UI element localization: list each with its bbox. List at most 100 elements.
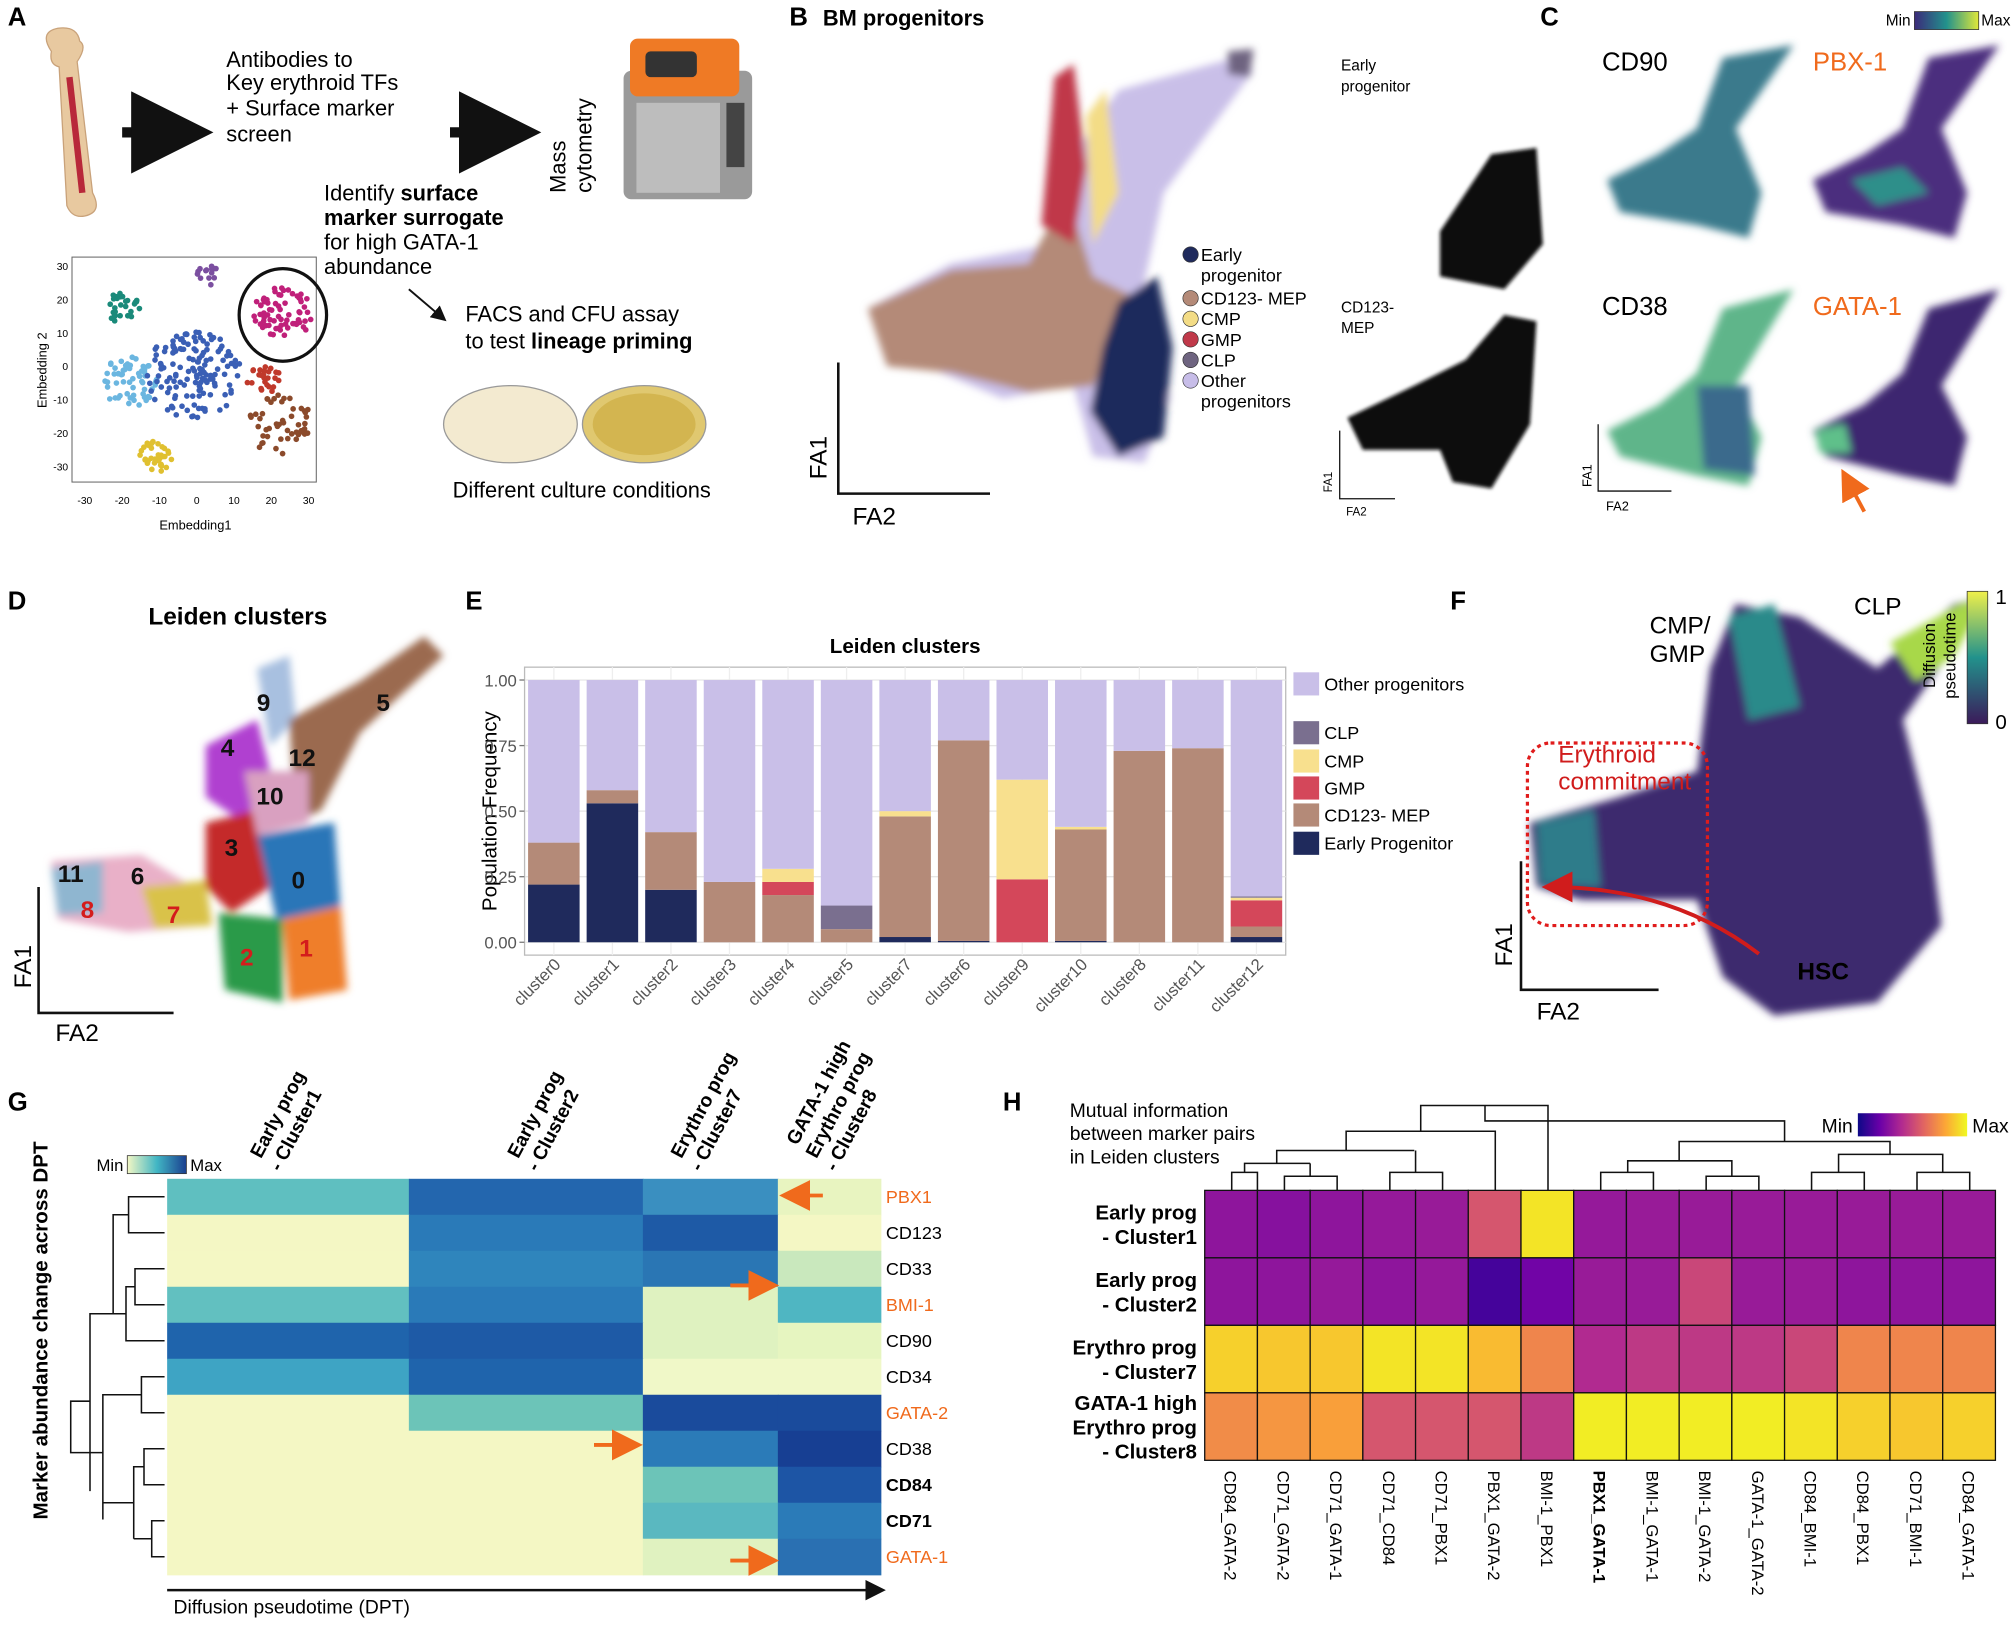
legend-label: GMP — [1324, 778, 1365, 798]
tsne-point — [301, 304, 308, 310]
tsne-point — [137, 452, 143, 458]
tsne-point — [197, 379, 204, 386]
tsne-point — [189, 393, 196, 399]
heat-cell — [1573, 1324, 1628, 1394]
tsne-point — [151, 396, 158, 403]
tsne-point — [161, 348, 168, 355]
y-tick-label: 30 — [57, 262, 69, 273]
feature-cloud — [1851, 167, 1929, 206]
cluster-region — [141, 880, 213, 929]
tsne-point — [150, 438, 156, 445]
inset-label: Early — [1341, 58, 1376, 75]
group-label: Early prog- Cluster1 — [247, 1068, 327, 1175]
tsne-point — [196, 393, 203, 399]
column-label: CD71_GATA-2 — [1273, 1471, 1292, 1581]
facs-text: FACS and CFU assay — [465, 301, 679, 326]
tsne-point — [165, 450, 172, 456]
tsne-point — [148, 388, 155, 394]
bar-segment — [937, 680, 990, 741]
heat-block — [642, 1394, 779, 1432]
row-label: GATA-1 high — [1074, 1392, 1197, 1415]
tsne-point — [166, 385, 173, 391]
row-label: CD123 — [886, 1223, 942, 1243]
y-tick-label: 0.50 — [484, 803, 517, 822]
tsne-point — [146, 394, 153, 401]
bar-segment — [1230, 680, 1283, 897]
tsne-point — [208, 336, 215, 343]
heat-block — [408, 1502, 644, 1540]
bar-segment — [528, 680, 580, 843]
tsne-point — [152, 456, 159, 462]
y-tick-label: 0.25 — [484, 868, 517, 887]
tsne-point — [119, 371, 126, 378]
bar-segment — [996, 879, 1049, 943]
tsne-point — [194, 271, 201, 277]
legend-label: GMP — [1201, 330, 1242, 350]
inset-scatter — [1347, 314, 1537, 489]
bar-segment — [879, 811, 931, 817]
heat-cell — [1942, 1257, 1997, 1326]
tsne-point — [117, 392, 123, 399]
bar-segment — [1055, 826, 1107, 830]
tsne-point — [173, 333, 180, 340]
tsne-point — [269, 388, 275, 395]
panel-f: CMP/ GMP CLP Erythroid commitment HSC 1 … — [1491, 586, 2007, 1025]
panel-d: Leiden clusters 9 5 12 4 10 3 0 11 6 8 7 2 1 FA1 FA2 — [10, 604, 444, 1047]
bar-segment — [1230, 897, 1283, 901]
tsne-point — [224, 363, 231, 370]
heat-cell — [1836, 1324, 1891, 1394]
tsne-point — [107, 301, 114, 308]
step-text: Key erythroid TFs — [226, 70, 398, 95]
axis-arrow — [1519, 861, 1659, 992]
highlight-circle — [237, 267, 329, 363]
tsne-point — [260, 433, 266, 439]
heat-cell — [1573, 1257, 1628, 1326]
tsne-point — [195, 405, 202, 412]
heat-cell — [1678, 1392, 1733, 1461]
annotation: CLP — [1854, 593, 1901, 620]
tsne-point — [257, 311, 263, 318]
tsne-point — [172, 393, 179, 399]
tsne-point — [185, 341, 191, 348]
colorbar-label: Max — [190, 1156, 222, 1175]
tsne-point — [106, 396, 113, 402]
tsne-point — [184, 407, 191, 414]
tsne-point — [267, 331, 274, 337]
tsne-point — [305, 406, 311, 413]
tsne-point — [202, 377, 209, 384]
feature-cloud — [1812, 44, 2000, 238]
bar-segment — [586, 803, 639, 943]
tsne-point — [303, 414, 310, 420]
heat-cell — [1256, 1324, 1311, 1394]
heat-cell — [1889, 1189, 1944, 1259]
tsne-point — [113, 380, 120, 386]
tsne-point — [272, 300, 279, 307]
tsne-point — [200, 390, 207, 397]
x-tick-label: cluster7 — [861, 955, 916, 1010]
column-label: CD71_CD84 — [1379, 1471, 1398, 1566]
tsne-point — [277, 306, 283, 313]
row-label: Erythro prog — [1073, 1416, 1197, 1439]
group-label: Early prog- Cluster2 — [504, 1068, 583, 1175]
tsne-point — [170, 342, 176, 349]
x-tick-label: cluster0 — [510, 955, 565, 1010]
legend-label: Early — [1201, 245, 1242, 265]
cluster-number: 10 — [256, 784, 283, 811]
panel-letter: A — [8, 4, 27, 32]
tsne-point — [155, 373, 162, 379]
cluster-number: 7 — [167, 902, 181, 929]
dendrogram-branch — [69, 1196, 165, 1558]
tsne-point — [217, 346, 224, 352]
tsne-point — [158, 468, 165, 474]
row-label: - Cluster1 — [1102, 1226, 1197, 1249]
trajectory-arrow — [1541, 871, 1761, 956]
tsne-point — [120, 379, 127, 385]
tsne-point — [203, 357, 210, 364]
heat-cell — [1731, 1189, 1786, 1259]
cluster-number: 6 — [131, 863, 145, 890]
tsne-point — [252, 318, 259, 324]
heat-cell — [1783, 1324, 1838, 1394]
column-label: CD71_PBX1 — [1431, 1471, 1450, 1566]
y-tick-label: -10 — [53, 396, 68, 407]
